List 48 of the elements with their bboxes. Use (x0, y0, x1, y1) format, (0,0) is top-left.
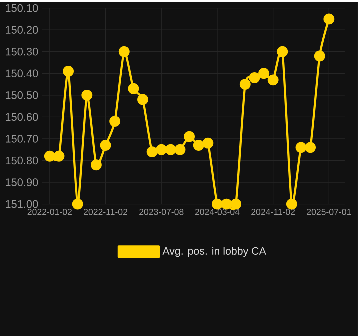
point (221, 198, 232, 210)
point (54, 150, 65, 162)
x-tick-label: 2025-07-01 (307, 208, 352, 216)
point (100, 140, 112, 151)
point (286, 198, 298, 210)
point (193, 140, 204, 151)
x-tick-label: 2024-11-02 (252, 208, 296, 216)
x-tick-label: 2022-11-02 (84, 208, 128, 216)
point (165, 144, 176, 156)
point (212, 198, 223, 210)
y-tick-label: 150.30 (6, 48, 38, 56)
point (277, 46, 288, 58)
point (146, 146, 158, 158)
point (230, 198, 242, 210)
point (258, 68, 270, 79)
y-tick-label: 150.90 (6, 178, 38, 186)
y-tick-label: 150.50 (6, 91, 38, 100)
point (82, 90, 93, 101)
y-tick-label: 150.80 (6, 156, 38, 164)
point (110, 116, 121, 127)
point (268, 74, 279, 86)
x-tick-label: 2024-03-04 (195, 208, 240, 216)
point (138, 94, 148, 106)
point (128, 83, 140, 94)
point (305, 142, 316, 154)
point (202, 138, 214, 149)
legend-label: Avg. pos. in lobby CA (162, 246, 266, 257)
point (184, 131, 196, 142)
point (44, 150, 56, 162)
y-tick-label: 150.40 (6, 70, 38, 78)
point (90, 159, 102, 170)
point (118, 46, 130, 58)
point (314, 50, 326, 62)
x-tick-label: 2022-01-02 (28, 208, 72, 216)
y-tick-label: 150.70 (6, 134, 38, 143)
y-tick-label: 151.00 (6, 200, 38, 208)
y-tick-label: 150.10 (6, 4, 38, 12)
point (174, 144, 186, 156)
point (63, 66, 74, 77)
x-tick-label: 2023-07-08 (140, 208, 184, 216)
point (249, 72, 260, 84)
y-tick-label: 150.20 (6, 26, 38, 34)
point (296, 142, 307, 154)
point (156, 144, 168, 156)
point (72, 198, 84, 210)
point (324, 14, 335, 25)
point (240, 78, 251, 90)
y-tick-label: 150.60 (6, 113, 38, 121)
